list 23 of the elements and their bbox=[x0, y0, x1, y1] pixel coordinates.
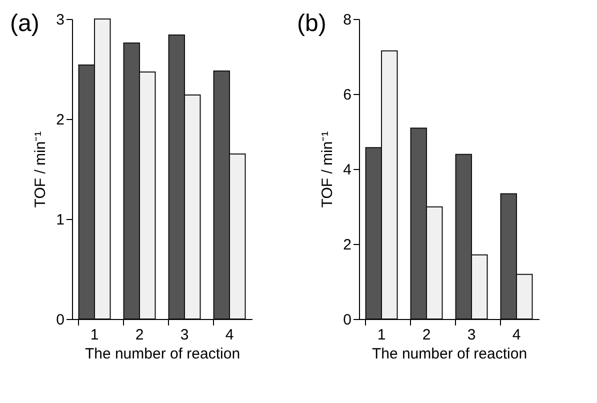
y-tick-label: 0 bbox=[56, 312, 64, 328]
y-tick-label: 1 bbox=[56, 212, 64, 228]
x-axis-title: The number of reaction bbox=[372, 346, 528, 362]
y-axis-title: TOF / min⁻¹ bbox=[32, 131, 50, 208]
y-tick-label: 3 bbox=[56, 12, 64, 28]
y-tick-label: 4 bbox=[343, 162, 352, 178]
x-tick-label: 4 bbox=[225, 326, 234, 344]
y-tick-label: 6 bbox=[343, 86, 352, 104]
x-axis-title: The number of reaction bbox=[84, 346, 240, 362]
y-tick-label: 0 bbox=[343, 312, 352, 328]
x-tick-label: 1 bbox=[377, 326, 386, 344]
y-tick-label: 2 bbox=[56, 112, 64, 128]
y-axis-title: TOF / min⁻¹ bbox=[319, 131, 336, 208]
x-tick-label: 2 bbox=[422, 326, 431, 344]
x-tick-label: 1 bbox=[90, 326, 99, 344]
chart-title: (a) bbox=[10, 10, 40, 37]
y-tick-label: 8 bbox=[343, 12, 352, 28]
y-tick-label: 2 bbox=[343, 236, 352, 254]
chart-title: (b) bbox=[297, 10, 326, 37]
x-tick-label: 4 bbox=[512, 326, 521, 344]
x-tick-label: 3 bbox=[180, 326, 189, 344]
x-tick-label: 3 bbox=[467, 326, 476, 344]
x-tick-label: 2 bbox=[135, 326, 144, 344]
